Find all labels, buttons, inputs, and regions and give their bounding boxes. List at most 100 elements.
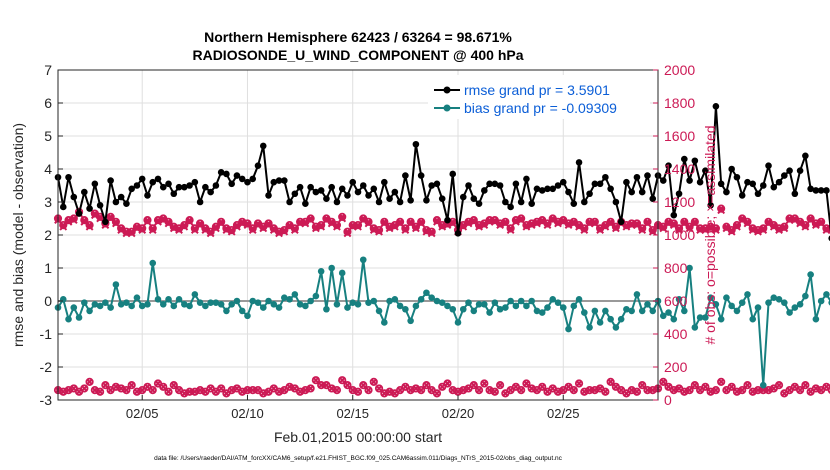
rmse-point [96,202,104,209]
bias-point [349,299,357,306]
assimilated-marker [238,219,247,228]
obs-count-marker [401,224,410,233]
rmse-point [507,203,514,211]
assimilated-marker [559,217,568,226]
bias-point [796,301,804,308]
obs-count-cross [470,216,478,224]
obs-count-cross [381,218,388,226]
legend-bias-marker [443,104,451,112]
rmse-point [349,178,357,186]
chart-title: Northern Hemisphere 62423 / 63264 = 98.6… [204,29,512,45]
bias-point [691,324,699,331]
obs-count-cross [470,381,478,389]
obs-count-marker [506,224,515,233]
bias-point [665,309,672,316]
bias-point [675,296,683,303]
obs-count-cross [428,228,435,236]
x-tick-label: 02/25 [547,406,580,421]
obs-count-marker [806,214,815,223]
bias-point [544,304,551,311]
rmse-point [354,188,362,196]
bias-point [354,301,362,308]
rmse-point [675,190,683,198]
assimilated-marker [575,222,583,231]
bias-point [291,291,299,298]
obs-count-marker [343,381,352,390]
y-right-tick-label: 0 [664,392,672,408]
bias-point [296,301,304,308]
y-left-tick-label: 2 [44,227,52,243]
obs-count-cross [644,218,651,226]
obs-count-cross [717,378,725,386]
rmse-point [254,162,262,169]
bias-point [370,297,378,305]
rmse-point [570,200,578,207]
y-left-tick-label: 4 [44,161,52,177]
bias-point [128,302,135,310]
rmse-point [149,178,157,186]
obs-count-marker [422,381,431,390]
obs-count-cross [423,381,430,389]
obs-count-marker [306,384,315,393]
obs-count-marker [101,381,110,390]
bias-point [686,264,693,272]
obs-count-marker [143,216,152,225]
obs-count-cross [733,221,741,229]
assimilated-marker [564,221,573,230]
x-tick-label: 02/10 [231,406,264,421]
bias-point [86,307,93,315]
rmse-point [465,182,472,189]
bias-point [496,305,504,313]
assimilated-marker [343,229,352,238]
obs-count-marker [701,382,710,391]
obs-count-cross [149,386,157,394]
rmse-point [686,177,693,184]
assimilated-marker [143,217,152,226]
rmse-point [602,173,609,181]
obs-count-cross [81,385,88,392]
assimilated-marker [475,222,483,231]
assimilated-marker [675,226,683,234]
obs-count-cross [217,218,225,226]
bias-point [386,297,393,305]
assimilated-marker [275,229,283,238]
assimilated-marker [796,219,805,228]
bias-point [244,312,251,320]
bias-point [396,302,404,310]
assimilated-marker [769,222,778,231]
bias-point [254,299,262,306]
assimilated-marker [590,219,599,228]
bias-point [365,299,372,306]
rmse-point [344,192,351,199]
obs-count-cross [370,378,378,386]
rmse-point [407,197,414,204]
obs-count-marker [680,217,689,226]
obs-count-cross [570,386,578,394]
assimilated-marker [522,222,531,231]
bias-point [259,304,267,311]
assimilated-marker [301,219,310,228]
rmse-point [496,182,504,189]
bias-point [391,296,399,303]
obs-count-cross [365,218,372,226]
obs-count-cross [475,386,483,394]
obs-count-cross [807,215,814,222]
obs-count-cross [159,383,167,391]
bias-point [433,297,441,305]
assimilated-marker [154,217,162,226]
obs-count-marker [80,216,89,225]
obs-count-marker [185,216,194,225]
obs-count-marker [243,385,252,395]
y-left-tick-label: 7 [44,62,52,78]
obs-count-cross [307,385,314,392]
rmse-point [223,170,230,178]
series-obs-count-lower- [53,376,830,398]
rmse-point [691,157,699,165]
obs-count-cross [407,218,414,226]
assimilated-marker [290,226,299,234]
obs-count-cross [675,225,683,232]
rmse-point [128,185,135,193]
bias-point [628,307,635,315]
bias-point [438,299,446,306]
bias-point [265,297,272,305]
